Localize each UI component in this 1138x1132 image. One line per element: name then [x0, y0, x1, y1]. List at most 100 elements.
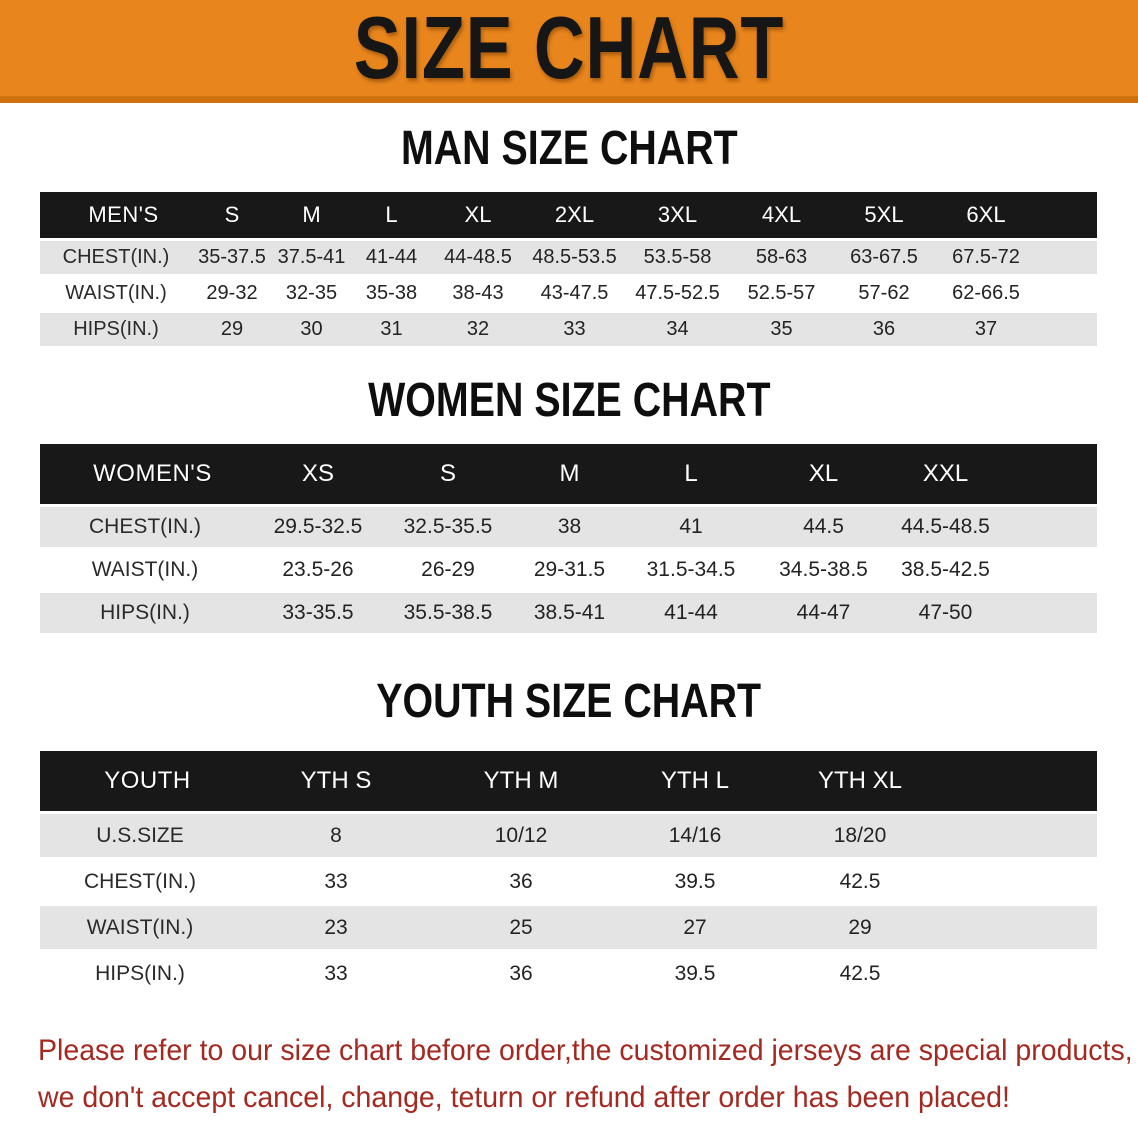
size-value-cell: 33-35.5 — [250, 593, 386, 633]
size-value-cell: 47-50 — [894, 593, 997, 633]
size-value-cell: 14/16 — [610, 814, 780, 857]
measurement-row-label: U.S.SIZE — [40, 814, 240, 857]
size-value-cell: 10/12 — [432, 814, 610, 857]
size-value-cell: 39.5 — [610, 952, 780, 995]
size-value-cell: 44-47 — [753, 593, 894, 633]
spacer-cell — [940, 751, 1097, 811]
size-value-cell: 58-63 — [730, 241, 833, 274]
size-value-cell: 18/20 — [780, 814, 940, 857]
spacer-cell — [997, 444, 1097, 504]
measurement-row-label: CHEST(IN.) — [40, 241, 192, 274]
size-value-cell: 37 — [935, 313, 1037, 346]
size-value-cell: 25 — [432, 906, 610, 949]
spacer-cell — [940, 860, 1097, 903]
measurement-row-label: HIPS(IN.) — [40, 313, 192, 346]
size-value-cell: 34 — [625, 313, 730, 346]
table-corner-label: YOUTH — [40, 751, 240, 811]
table-row: HIPS(IN.) 29 30 31 32 33 34 35 36 37 — [40, 313, 1097, 346]
table-row: WAIST(IN.) 23 25 27 29 — [40, 906, 1097, 949]
youth-header-row: YOUTH YTH S YTH M YTH L YTH XL — [40, 751, 1097, 811]
size-column-header: XS — [250, 444, 386, 504]
size-column-header: YTH XL — [780, 751, 940, 811]
spacer-cell — [997, 507, 1097, 547]
size-value-cell: 63-67.5 — [833, 241, 935, 274]
size-value-cell: 32 — [432, 313, 524, 346]
size-column-header: 4XL — [730, 192, 833, 238]
size-column-header: XXL — [894, 444, 997, 504]
size-value-cell: 23.5-26 — [250, 550, 386, 590]
size-value-cell: 53.5-58 — [625, 241, 730, 274]
size-value-cell: 42.5 — [780, 952, 940, 995]
disclaimer-line-1: Please refer to our size chart before or… — [38, 1034, 1133, 1067]
size-column-header: YTH S — [240, 751, 432, 811]
measurement-row-label: WAIST(IN.) — [40, 550, 250, 590]
size-value-cell: 29-31.5 — [510, 550, 629, 590]
spacer-cell — [1037, 313, 1097, 346]
spacer-cell — [940, 814, 1097, 857]
size-value-cell: 44.5 — [753, 507, 894, 547]
size-value-cell: 35-37.5 — [192, 241, 272, 274]
table-row: CHEST(IN.) 33 36 39.5 42.5 — [40, 860, 1097, 903]
womens-size-table: WOMEN'S XS S M L XL XXL CHEST(IN.) 29.5-… — [40, 441, 1097, 636]
size-column-header: S — [386, 444, 510, 504]
size-value-cell: 30 — [272, 313, 351, 346]
table-row: WAIST(IN.) 23.5-26 26-29 29-31.5 31.5-34… — [40, 550, 1097, 590]
table-corner-label: MEN'S — [40, 192, 192, 238]
size-value-cell: 42.5 — [780, 860, 940, 903]
mens-size-table: MEN'S S M L XL 2XL 3XL 4XL 5XL 6XL CHEST… — [40, 189, 1097, 349]
size-value-cell: 32-35 — [272, 277, 351, 310]
banner-title: SIZE CHART — [353, 0, 785, 97]
size-value-cell: 35 — [730, 313, 833, 346]
spacer-cell — [997, 593, 1097, 633]
section-heading-text: MAN SIZE CHART — [400, 122, 738, 175]
size-value-cell: 35-38 — [351, 277, 432, 310]
size-value-cell: 41-44 — [629, 593, 753, 633]
measurement-row-label: WAIST(IN.) — [40, 906, 240, 949]
size-value-cell: 29 — [192, 313, 272, 346]
size-value-cell: 34.5-38.5 — [753, 550, 894, 590]
size-value-cell: 29-32 — [192, 277, 272, 310]
measurement-row-label: HIPS(IN.) — [40, 593, 250, 633]
size-column-header: L — [351, 192, 432, 238]
measurement-row-label: WAIST(IN.) — [40, 277, 192, 310]
measurement-row-label: CHEST(IN.) — [40, 860, 240, 903]
size-value-cell: 37.5-41 — [272, 241, 351, 274]
size-value-cell: 38.5-41 — [510, 593, 629, 633]
size-chart-banner: SIZE CHART — [0, 0, 1138, 103]
size-value-cell: 26-29 — [386, 550, 510, 590]
measurement-row-label: CHEST(IN.) — [40, 507, 250, 547]
man-section-heading: MAN SIZE CHART — [0, 125, 1138, 173]
disclaimer-line-2: we don't accept cancel, change, teturn o… — [38, 1080, 1010, 1114]
size-value-cell: 44-48.5 — [432, 241, 524, 274]
section-heading-text: WOMEN SIZE CHART — [367, 374, 771, 427]
size-value-cell: 38 — [510, 507, 629, 547]
size-value-cell: 41 — [629, 507, 753, 547]
table-row: U.S.SIZE 8 10/12 14/16 18/20 — [40, 814, 1097, 857]
size-value-cell: 47.5-52.5 — [625, 277, 730, 310]
size-column-header: 3XL — [625, 192, 730, 238]
size-value-cell: 29 — [780, 906, 940, 949]
size-value-cell: 52.5-57 — [730, 277, 833, 310]
measurement-row-label: HIPS(IN.) — [40, 952, 240, 995]
size-value-cell: 48.5-53.5 — [524, 241, 625, 274]
size-value-cell: 31 — [351, 313, 432, 346]
size-value-cell: 35.5-38.5 — [386, 593, 510, 633]
disclaimer-text: Please refer to our size chart before or… — [38, 1028, 1138, 1121]
spacer-cell — [940, 906, 1097, 949]
size-value-cell: 33 — [240, 860, 432, 903]
size-value-cell: 27 — [610, 906, 780, 949]
youth-section-heading: YOUTH SIZE CHART — [0, 678, 1138, 726]
size-value-cell: 67.5-72 — [935, 241, 1037, 274]
table-row: HIPS(IN.) 33 36 39.5 42.5 — [40, 952, 1097, 995]
size-column-header: 2XL — [524, 192, 625, 238]
table-row: WAIST(IN.) 29-32 32-35 35-38 38-43 43-47… — [40, 277, 1097, 310]
size-value-cell: 29.5-32.5 — [250, 507, 386, 547]
size-column-header: L — [629, 444, 753, 504]
spacer-cell — [1037, 277, 1097, 310]
size-value-cell: 32.5-35.5 — [386, 507, 510, 547]
size-column-header: YTH L — [610, 751, 780, 811]
spacer-cell — [997, 550, 1097, 590]
size-column-header: S — [192, 192, 272, 238]
size-column-header: M — [510, 444, 629, 504]
size-column-header: XL — [753, 444, 894, 504]
